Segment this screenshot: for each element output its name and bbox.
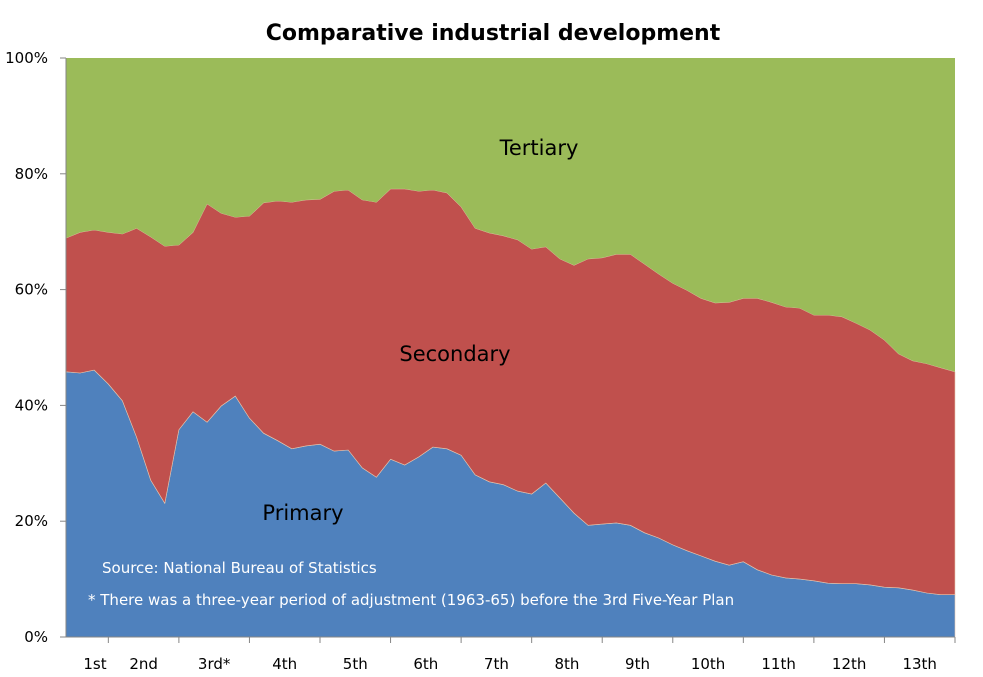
x-tick-label: 10th xyxy=(691,655,725,673)
x-tick-label: 5th xyxy=(343,655,368,673)
plot-area xyxy=(65,58,956,638)
area-tertiary xyxy=(66,58,955,372)
x-tick-label: 1st xyxy=(83,655,106,673)
chart-title: Comparative industrial development xyxy=(266,21,721,46)
y-tick-label: 0% xyxy=(24,628,48,646)
series-label-tertiary: Tertiary xyxy=(499,136,579,160)
x-tick-label: 13th xyxy=(902,655,936,673)
y-tick-label: 40% xyxy=(15,396,48,414)
source-annotation: Source: National Bureau of Statistics xyxy=(102,559,377,577)
y-axis: 0% 20% 40% 60% 80% 100% xyxy=(5,49,66,646)
series-label-secondary: Secondary xyxy=(399,342,510,366)
area-secondary xyxy=(65,188,956,595)
y-tick-label: 100% xyxy=(5,49,48,67)
series-label-primary: Primary xyxy=(262,501,343,525)
y-tick-label: 80% xyxy=(15,165,48,183)
y-tick-label: 20% xyxy=(15,512,48,530)
x-tick-label: 3rd* xyxy=(198,655,231,673)
footnote-annotation: * There was a three-year period of adjus… xyxy=(88,591,734,609)
y-tick-label: 60% xyxy=(15,281,48,299)
x-axis: 1st 2nd 3rd* 4th 5th 6th 7th 8th 9th 10th 11th 12th… xyxy=(66,636,956,673)
x-tick-label: 4th xyxy=(272,655,297,673)
x-tick-label: 8th xyxy=(554,655,579,673)
x-tick-label: 12th xyxy=(832,655,866,673)
x-tick-label: 6th xyxy=(413,655,438,673)
x-tick-label: 2nd xyxy=(129,655,158,673)
x-tick-label: 9th xyxy=(625,655,650,673)
x-tick-label: 7th xyxy=(484,655,509,673)
x-tick-label: 11th xyxy=(761,655,795,673)
